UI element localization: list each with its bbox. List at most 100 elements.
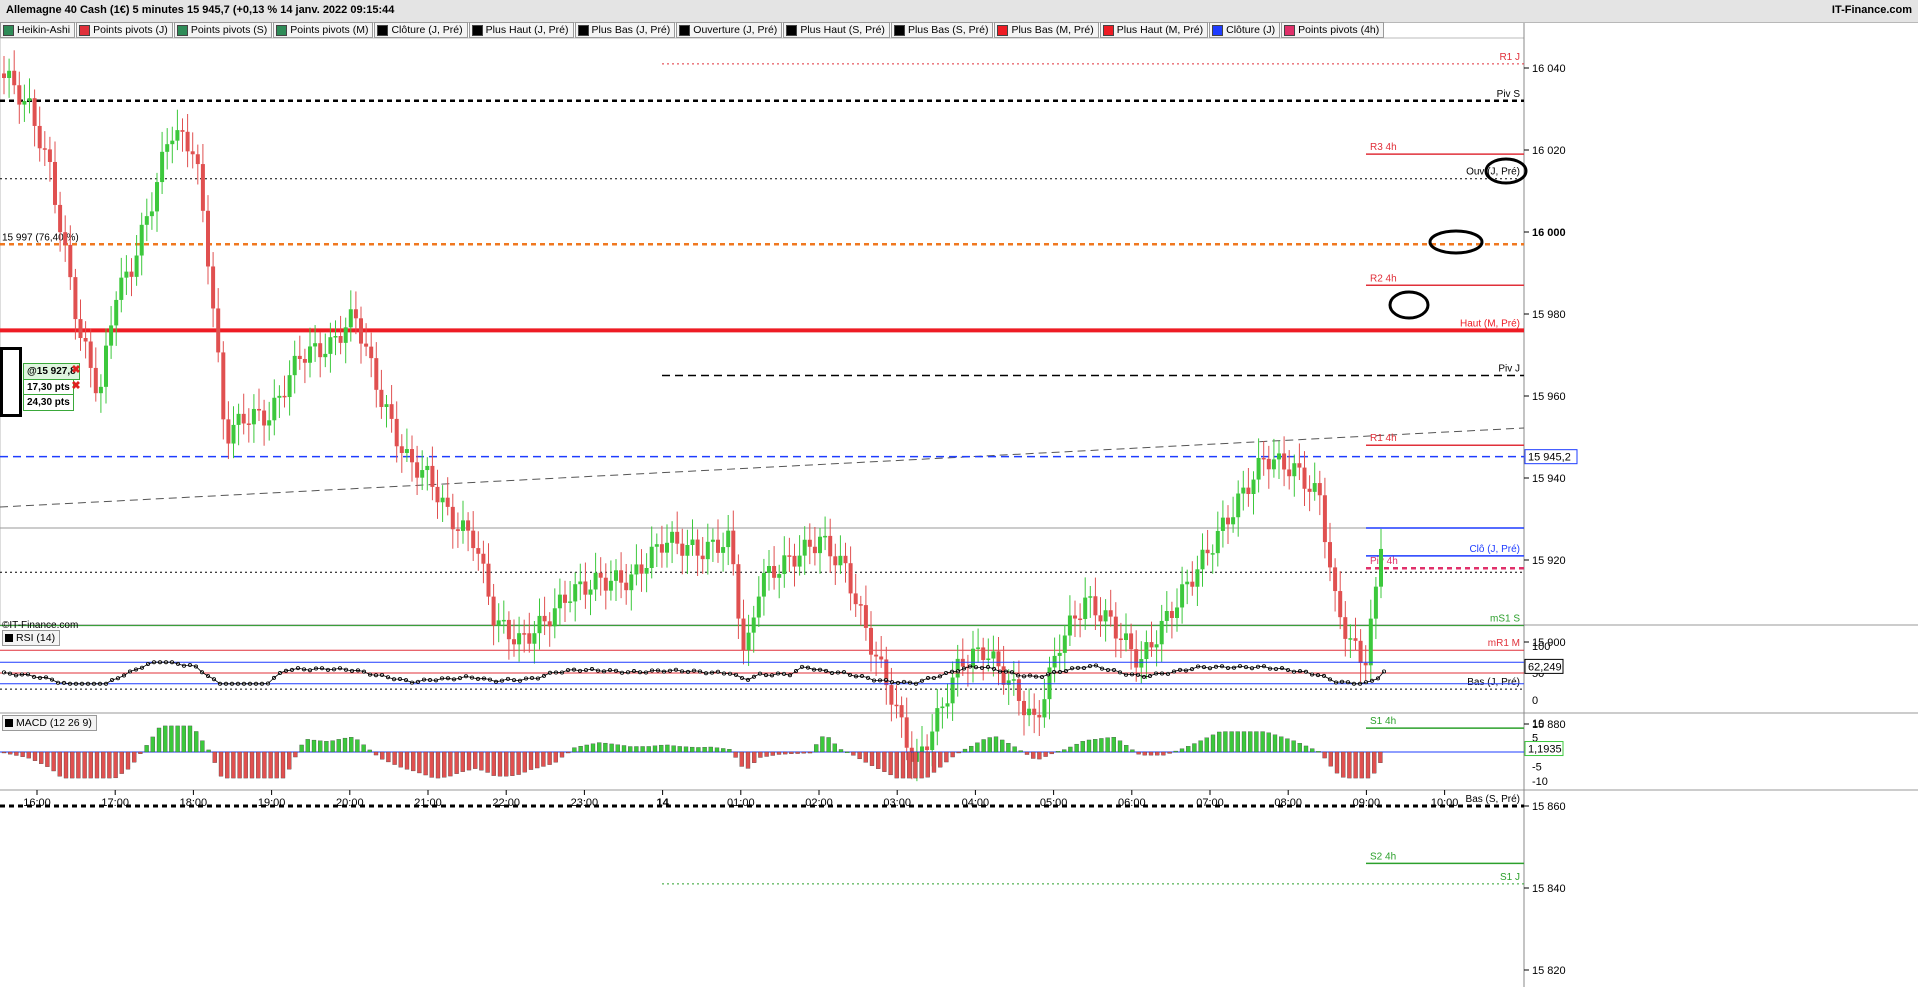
candle-body	[1139, 659, 1144, 668]
macd-histogram-bar	[969, 745, 974, 753]
legend-item[interactable]: Plus Haut (M, Pré)	[1099, 22, 1209, 38]
macd-histogram-bar	[1341, 751, 1346, 778]
legend-item[interactable]: Clôture (J)	[1209, 22, 1281, 38]
pivot-level-label: mS1 S	[1490, 614, 1520, 625]
candle-body	[206, 210, 210, 267]
legend-swatch-icon	[3, 24, 14, 36]
candle-body	[221, 352, 226, 420]
legend-item[interactable]: Plus Bas (M, Pré)	[994, 22, 1099, 38]
candle-body	[675, 531, 680, 544]
candle-body	[1231, 517, 1236, 525]
macd-histogram-bar	[528, 751, 534, 770]
macd-histogram-bar	[541, 751, 546, 767]
candle-body	[1368, 618, 1373, 666]
legend-item[interactable]: Points pivots (J)	[76, 22, 173, 38]
legend-item[interactable]: Plus Haut (J, Pré)	[468, 22, 574, 38]
legend-item[interactable]: Points pivots (4h)	[1281, 22, 1385, 38]
legend-item[interactable]: Plus Bas (S, Pré)	[890, 22, 994, 38]
legend-item[interactable]: Plus Bas (J, Pré)	[574, 22, 676, 38]
macd-histogram-bar	[1105, 737, 1110, 753]
candle-body	[1358, 640, 1363, 663]
legend-label: Points pivots (4h)	[1298, 24, 1380, 36]
macd-histogram-bar	[293, 751, 298, 758]
candle-body	[343, 327, 348, 343]
candle-body	[267, 420, 272, 426]
macd-histogram-bar	[944, 751, 949, 763]
legend-swatch-icon	[377, 24, 389, 36]
pivot-level-label: Clô (J, Pré)	[1469, 544, 1520, 555]
brand-label: IT-Finance.com	[1831, 4, 1912, 16]
candle-body	[129, 271, 134, 277]
trend-line	[0, 427, 1525, 508]
macd-histogram-bar	[466, 751, 472, 771]
macd-histogram-bar	[386, 751, 391, 763]
legend-item[interactable]: Points pivots (M)	[273, 22, 374, 38]
candle-body	[12, 70, 17, 86]
macd-histogram-bar	[1012, 746, 1017, 753]
candle-body	[7, 70, 12, 79]
macd-histogram-bar	[287, 751, 292, 770]
macd-title: MACD (12 26 9)	[16, 717, 92, 729]
macd-histogram-bar	[640, 746, 645, 753]
macd-histogram-bar	[1080, 741, 1085, 753]
candle-body	[1348, 638, 1353, 640]
candle-body	[455, 529, 460, 531]
candle-body	[1379, 548, 1383, 587]
pivot-level-label: S2 4h	[1370, 851, 1396, 862]
candle-body	[1266, 458, 1271, 470]
legend-item[interactable]: Points pivots (S)	[173, 22, 273, 38]
candle-body	[471, 530, 476, 549]
candle-body	[802, 539, 807, 556]
candle-body	[1037, 714, 1042, 718]
candle-body	[833, 556, 838, 566]
legend-item[interactable]: Plus Haut (S, Pré)	[783, 22, 890, 38]
macd-panel-header[interactable]: MACD (12 26 9)	[2, 715, 97, 731]
order-target-2[interactable]: 24,30 pts	[23, 394, 74, 411]
macd-histogram-bar	[1093, 739, 1098, 753]
candle-body	[1001, 666, 1006, 685]
legend-item[interactable]: Heikin-Ashi	[0, 22, 76, 38]
macd-histogram-bar	[107, 751, 112, 779]
candle-body	[1363, 662, 1368, 666]
cancel-order-icon[interactable]: ✖	[71, 364, 81, 376]
candle-body	[491, 596, 496, 626]
macd-histogram-bar	[1148, 751, 1154, 756]
candle-body	[1011, 679, 1016, 681]
order-panel-handle[interactable]	[0, 347, 22, 417]
candle-body	[904, 717, 909, 748]
candle-body	[348, 309, 353, 328]
legend-item[interactable]: Ouverture (J, Pré)	[676, 22, 783, 38]
candle-body	[608, 580, 613, 591]
candle-body	[705, 541, 710, 560]
cancel-target-1-icon[interactable]: ✖	[71, 380, 81, 392]
pivot-level-label: R2 4h	[1370, 273, 1397, 284]
time-tick-label: 07:00	[1196, 797, 1224, 809]
pivot-level-label: mR1 M	[1488, 638, 1520, 649]
candle-body	[231, 424, 236, 444]
macd-histogram-bar	[1117, 740, 1123, 753]
candle-body	[557, 594, 562, 609]
legend-swatch-icon	[577, 24, 589, 36]
candle-body	[1073, 615, 1077, 619]
price-tick-label: 15 940	[1532, 473, 1566, 485]
time-tick-label: 06:00	[1118, 797, 1146, 809]
macd-histogram-bar	[1372, 751, 1377, 774]
macd-histogram-bar	[336, 739, 341, 753]
legend-item[interactable]: Clôture (J, Pré)	[374, 22, 468, 38]
candle-body	[1205, 549, 1210, 554]
macd-histogram-bar	[615, 744, 620, 753]
macd-histogram-bar	[727, 749, 732, 753]
candle-body	[282, 395, 287, 398]
rsi-panel-header[interactable]: RSI (14)	[2, 630, 61, 646]
macd-histogram-bar	[460, 751, 465, 772]
annotation-ellipse	[1388, 290, 1430, 320]
candle-body	[47, 149, 52, 162]
candle-body	[430, 465, 435, 487]
candle-body	[496, 620, 501, 626]
candle-body	[1108, 610, 1113, 617]
candle-body	[216, 308, 221, 353]
candle-body	[1282, 453, 1287, 470]
macd-histogram-bar	[547, 751, 552, 765]
macd-histogram-bar	[621, 745, 627, 753]
